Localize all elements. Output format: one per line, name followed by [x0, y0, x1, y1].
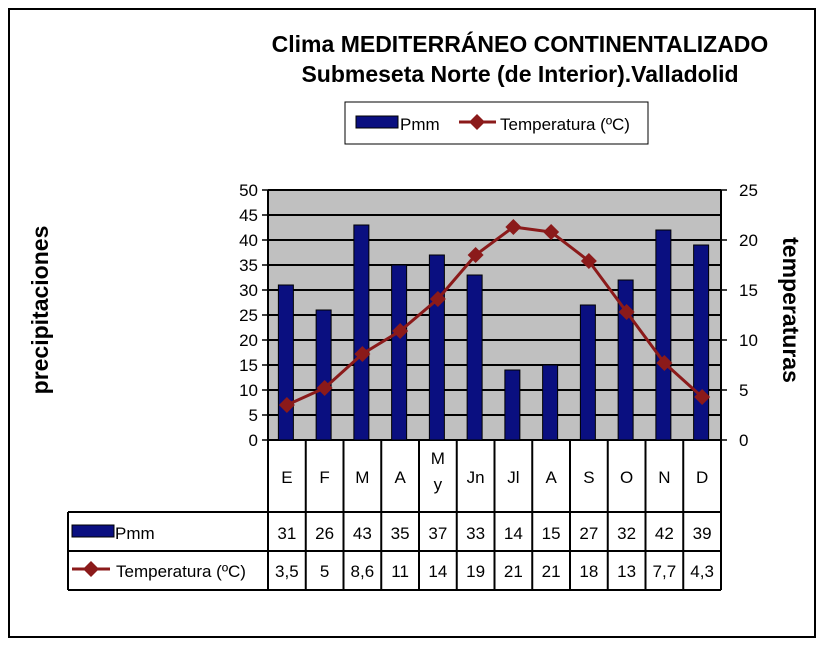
bar-pmm	[617, 279, 634, 441]
y-left-tick-label: 15	[239, 356, 258, 375]
table-pmm-value: 39	[693, 524, 712, 543]
table-pmm-swatch	[71, 524, 115, 538]
bar-pmm	[353, 224, 370, 441]
x-category-label: D	[696, 468, 708, 487]
y-left-tick-label: 30	[239, 281, 258, 300]
line-series-temperatura	[278, 219, 711, 413]
bar-pmm	[504, 369, 521, 441]
y-left-tick-label: 0	[249, 431, 258, 450]
x-category-label: N	[658, 468, 670, 487]
y-left-tick-label: 35	[239, 256, 258, 275]
x-category-label: Jl	[507, 468, 519, 487]
y-left-tick-label: 5	[249, 406, 258, 425]
table-pmm-value: 32	[617, 524, 636, 543]
table-temp-value: 14	[428, 562, 447, 581]
y-right-tick-label: 0	[739, 431, 748, 450]
table-pmm-value: 33	[466, 524, 485, 543]
chart-title: Clima MEDITERRÁNEO CONTINENTALIZADO	[272, 30, 769, 57]
table-temp-value: 7,7	[653, 562, 677, 581]
legend: Pmm Temperatura (ºC)	[344, 101, 649, 145]
table-pmm-value: 26	[315, 524, 334, 543]
chart-subtitle: Submeseta Norte (de Interior).Valladolid	[301, 61, 738, 87]
legend-temp-label: Temperatura (ºC)	[500, 115, 630, 134]
x-category-label: E	[281, 468, 292, 487]
y-right-tick-label: 20	[739, 231, 758, 250]
x-category-label: A	[545, 468, 557, 487]
y-left-tick-label: 40	[239, 231, 258, 250]
table-pmm-value: 14	[504, 524, 523, 543]
table-temp-value: 8,6	[351, 562, 375, 581]
x-category-label: M	[355, 468, 369, 487]
y-axis-right: 0 5 10 15 20 25	[721, 181, 758, 450]
y-left-tick-label: 25	[239, 306, 258, 325]
table-temp-value: 21	[542, 562, 561, 581]
x-category-label: Jn	[467, 468, 485, 487]
table-pmm-value: 27	[579, 524, 598, 543]
table-temp-value: 18	[579, 562, 598, 581]
bar-pmm	[655, 229, 672, 441]
x-category-label: O	[620, 468, 633, 487]
x-category-label: S	[583, 468, 594, 487]
x-category-label: F	[319, 468, 329, 487]
table-temp-value: 11	[391, 562, 409, 581]
y-left-tick-label: 20	[239, 331, 258, 350]
table-pmm-value: 31	[277, 524, 296, 543]
point-temperatura	[392, 323, 409, 339]
bar-pmm	[542, 364, 559, 441]
point-temperatura	[354, 346, 371, 362]
legend-temp-marker	[469, 114, 485, 130]
table-pmm-value: 15	[542, 524, 561, 543]
y-right-tick-label: 10	[739, 331, 758, 350]
point-temperatura	[618, 304, 635, 320]
point-temperatura	[429, 291, 446, 307]
point-temperatura	[694, 389, 711, 405]
point-temperatura	[580, 253, 597, 269]
y-right-tick-label: 15	[739, 281, 758, 300]
point-temperatura	[656, 355, 673, 371]
bar-pmm	[466, 274, 483, 441]
x-category-label: A	[394, 468, 406, 487]
table-temp-marker	[83, 561, 99, 577]
y-right-tick-label: 5	[739, 381, 748, 400]
y-axis-right-title: temperaturas	[778, 237, 804, 383]
y-left-tick-label: 10	[239, 381, 258, 400]
y-left-tick-label: 45	[239, 206, 258, 225]
bar-pmm	[315, 309, 332, 441]
bar-pmm	[277, 284, 294, 441]
point-temperatura	[543, 224, 560, 240]
bar-pmm	[693, 244, 710, 441]
bar-pmm	[391, 264, 408, 441]
table-pmm-value: 43	[353, 524, 372, 543]
legend-pmm-swatch	[355, 115, 399, 129]
table-temp-value: 4,3	[690, 562, 714, 581]
table-temp-value: 3,5	[275, 562, 299, 581]
table-temp-value: 5	[320, 562, 329, 581]
bar-pmm	[428, 254, 445, 441]
table-pmm-value: 37	[428, 524, 447, 543]
bar-pmm	[579, 304, 596, 441]
point-temperatura	[467, 247, 484, 263]
y-right-tick-label: 25	[739, 181, 758, 200]
table-pmm-value: 35	[391, 524, 410, 543]
legend-pmm-label: Pmm	[400, 115, 440, 134]
table-pmm-label: Pmm	[115, 524, 155, 543]
y-left-tick-label: 50	[239, 181, 258, 200]
line-temperatura	[286, 225, 704, 407]
y-axis-left-title: precipitaciones	[27, 226, 53, 395]
y-axis-left: 0 5 10 15 20 25 30 35 40 45 50	[239, 181, 268, 450]
table-pmm-value: 42	[655, 524, 674, 543]
table-temp-value: 21	[504, 562, 523, 581]
point-temperatura	[278, 397, 295, 413]
table-temp-value: 13	[617, 562, 636, 581]
point-temperatura	[505, 219, 522, 235]
data-table: E F M A M y Jn Jl A S O N D Pmm Temperatura (ºC) 31 26 43…	[67, 440, 722, 591]
point-temperatura	[316, 380, 333, 396]
table-temp-label: Temperatura (ºC)	[116, 562, 246, 581]
table-temp-value: 19	[466, 562, 485, 581]
